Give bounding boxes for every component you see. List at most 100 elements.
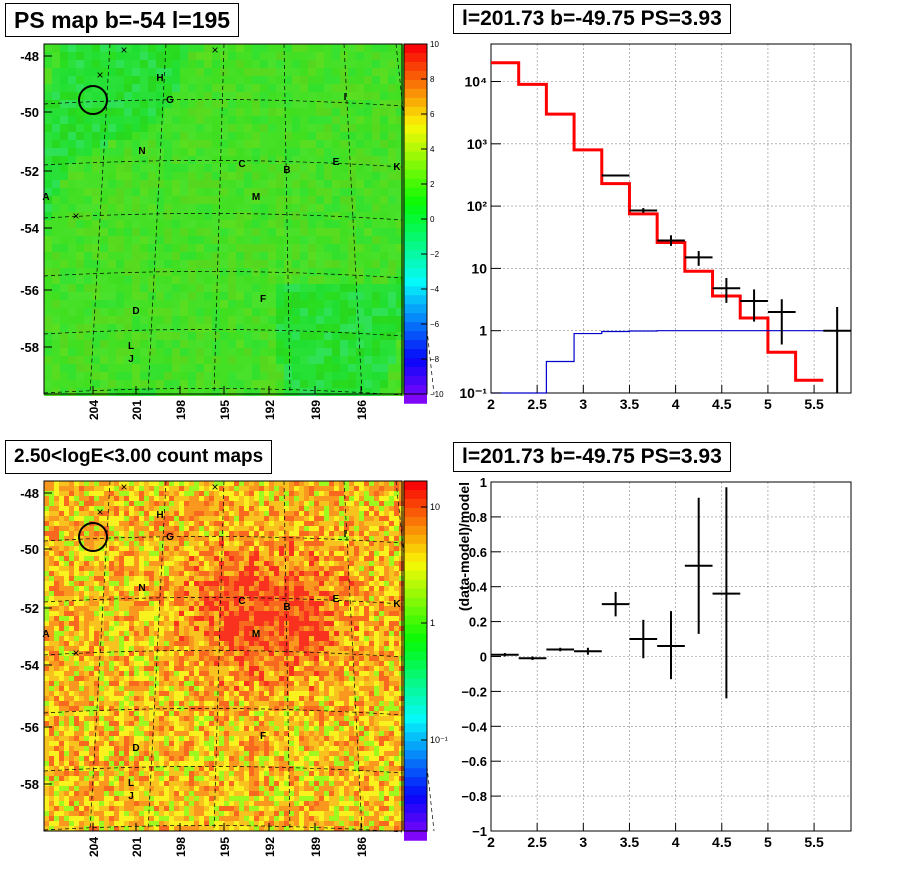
map-pixel xyxy=(164,340,172,348)
map-pixel xyxy=(76,292,84,300)
map-pixel xyxy=(234,606,239,611)
map-pixel xyxy=(260,68,268,76)
map-pixel xyxy=(388,124,396,132)
map-pixel xyxy=(388,188,396,196)
map-pixel xyxy=(196,172,204,180)
map-pixel xyxy=(344,506,349,511)
map-pixel xyxy=(76,164,84,172)
map-pixel xyxy=(60,60,68,68)
map-pixel xyxy=(60,348,68,356)
map-pixel xyxy=(109,656,114,661)
map-pixel xyxy=(74,591,79,596)
map-pixel xyxy=(292,356,300,364)
map-pixel xyxy=(84,340,92,348)
map-pixel xyxy=(189,561,194,566)
map-pixel xyxy=(179,546,184,551)
map-pixel xyxy=(300,236,308,244)
map-pixel xyxy=(92,340,100,348)
map-pixel xyxy=(379,566,384,571)
map-pixel xyxy=(180,60,188,68)
map-pixel xyxy=(339,616,344,621)
map-pixel xyxy=(224,561,229,566)
map-pixel xyxy=(329,556,334,561)
map-pixel xyxy=(132,204,140,212)
map-pixel xyxy=(194,601,199,606)
map-pixel xyxy=(394,541,399,546)
map-pixel xyxy=(119,531,124,536)
map-pixel xyxy=(380,140,388,148)
map-pixel xyxy=(300,164,308,172)
map-pixel xyxy=(44,556,49,561)
map-pixel xyxy=(324,388,332,396)
map-pixel xyxy=(332,84,340,92)
map-pixel xyxy=(179,626,184,631)
map-pixel xyxy=(252,92,260,100)
map-pixel xyxy=(104,571,109,576)
map-pixel xyxy=(174,631,179,636)
map-pixel xyxy=(189,551,194,556)
map-pixel xyxy=(236,268,244,276)
map-pixel xyxy=(236,284,244,292)
map-pixel xyxy=(114,621,119,626)
colorbar-swatch xyxy=(404,151,427,162)
map-pixel xyxy=(332,212,340,220)
map-pixel xyxy=(74,581,79,586)
map-pixel xyxy=(268,164,276,172)
map-pixel xyxy=(236,204,244,212)
map-pixel xyxy=(199,641,204,646)
map-pixel xyxy=(229,521,234,526)
map-pixel xyxy=(104,586,109,591)
map-pixel xyxy=(379,671,384,676)
map-pixel xyxy=(132,124,140,132)
map-pixel xyxy=(114,646,119,651)
map-pixel xyxy=(140,388,148,396)
map-pixel xyxy=(104,666,109,671)
map-pixel xyxy=(324,596,329,601)
map-pixel xyxy=(139,486,144,491)
map-pixel xyxy=(124,541,129,546)
map-pixel xyxy=(359,606,364,611)
map-pixel xyxy=(184,541,189,546)
map-pixel xyxy=(164,68,172,76)
map-pixel xyxy=(159,531,164,536)
map-pixel xyxy=(49,586,54,591)
map-pixel xyxy=(109,581,114,586)
map-pixel xyxy=(389,586,394,591)
map-pixel xyxy=(244,92,252,100)
map-pixel xyxy=(354,536,359,541)
map-pixel xyxy=(134,491,139,496)
map-pixel xyxy=(89,581,94,586)
map-pixel xyxy=(74,611,79,616)
map-pixel xyxy=(380,308,388,316)
map-pixel xyxy=(249,576,254,581)
map-pixel xyxy=(244,506,249,511)
map-pixel xyxy=(276,52,284,60)
map-pixel xyxy=(44,172,52,180)
map-pixel xyxy=(89,556,94,561)
map-pixel xyxy=(94,511,99,516)
map-pixel xyxy=(249,661,254,666)
map-pixel xyxy=(148,340,156,348)
map-pixel xyxy=(268,172,276,180)
map-pixel xyxy=(172,140,180,148)
map-pixel xyxy=(68,188,76,196)
map-pixel xyxy=(212,92,220,100)
map-pixel xyxy=(52,84,60,92)
map-pixel xyxy=(129,516,134,521)
map-pixel xyxy=(252,252,260,260)
map-pixel xyxy=(340,332,348,340)
map-pixel xyxy=(329,661,334,666)
map-pixel xyxy=(79,551,84,556)
map-pixel xyxy=(300,148,308,156)
map-pixel xyxy=(84,601,89,606)
map-pixel xyxy=(76,220,84,228)
map-pixel xyxy=(212,300,220,308)
map-pixel xyxy=(379,636,384,641)
map-pixel xyxy=(356,388,364,396)
map-pixel xyxy=(149,671,154,676)
map-pixel xyxy=(179,666,184,671)
map-pixel xyxy=(379,516,384,521)
map-pixel xyxy=(214,576,219,581)
map-pixel xyxy=(344,516,349,521)
map-pixel xyxy=(292,196,300,204)
